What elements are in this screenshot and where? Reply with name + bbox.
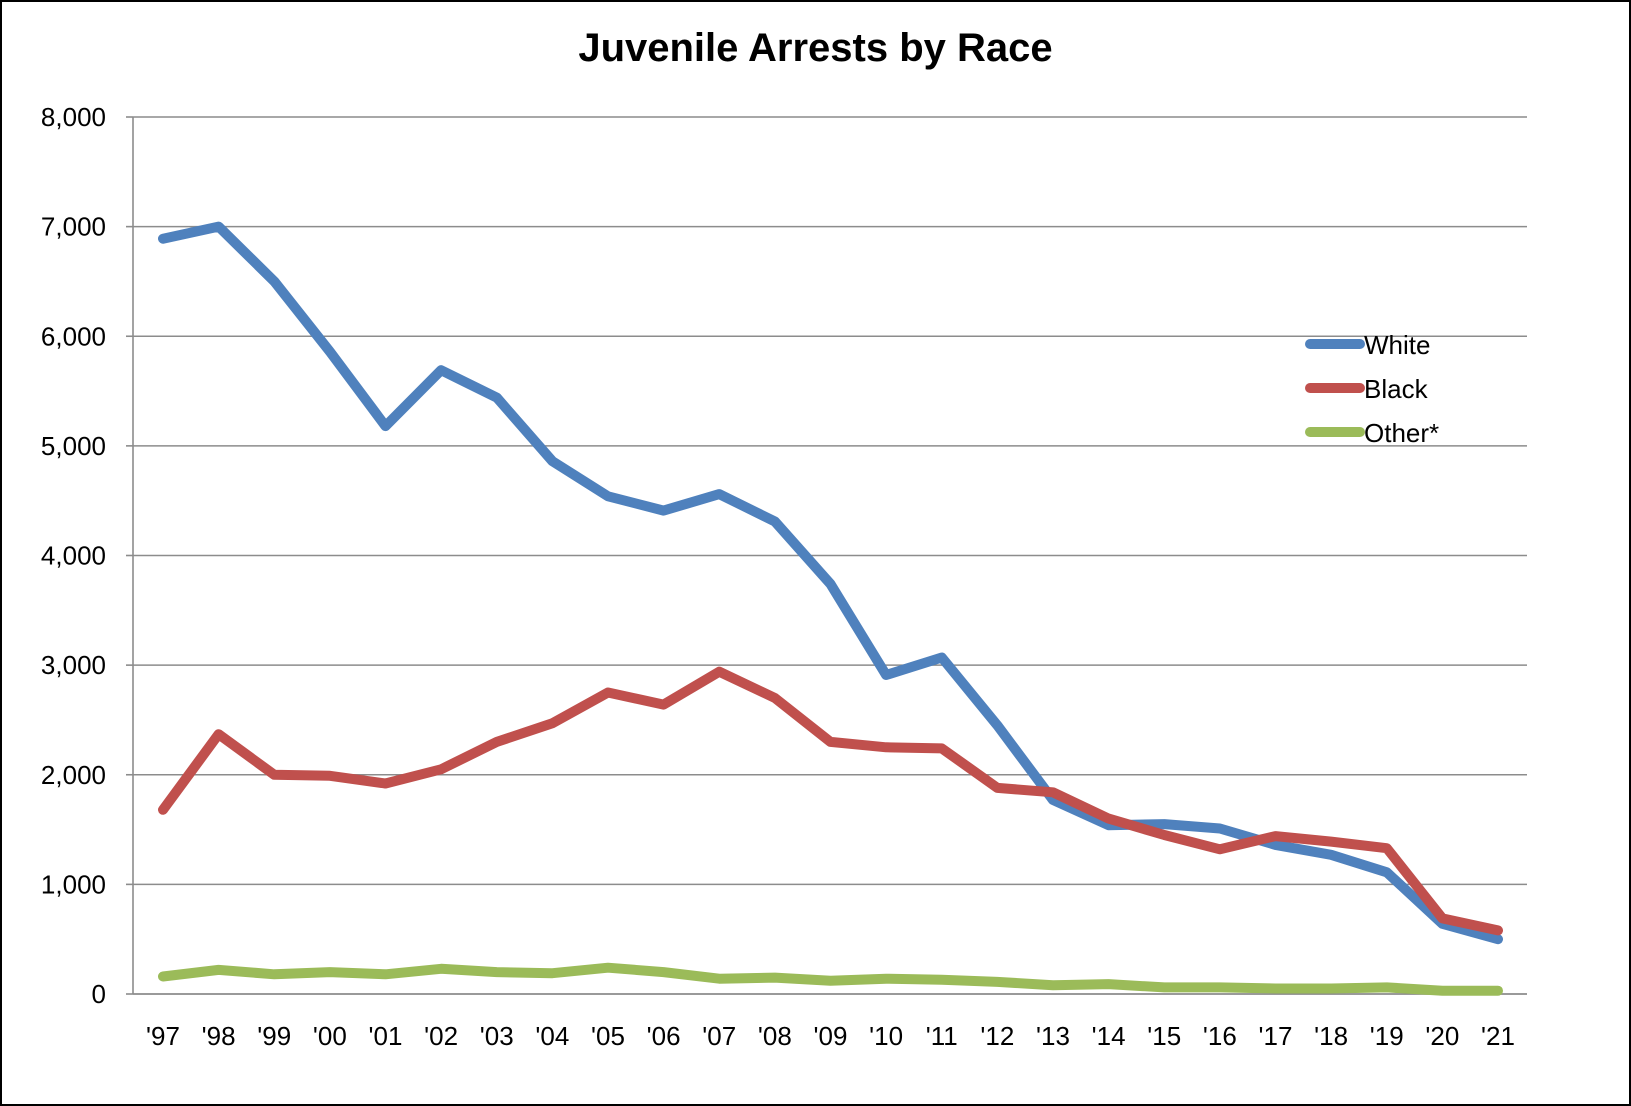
x-tick-label: '05 (591, 1021, 625, 1051)
x-tick-label: '16 (1203, 1021, 1237, 1051)
x-tick-label: '20 (1425, 1021, 1459, 1051)
gridlines (126, 116, 1527, 995)
x-tick-label: '21 (1481, 1021, 1515, 1051)
x-tick-label: '06 (647, 1021, 681, 1051)
legend-label-other: Other* (1364, 418, 1439, 448)
y-tick-label: 5,000 (41, 431, 106, 461)
x-tick-label: '07 (702, 1021, 736, 1051)
x-tick-label: '19 (1370, 1021, 1404, 1051)
y-tick-label: 0 (92, 979, 106, 1009)
series-line-white (158, 221, 1503, 945)
series-line-black (158, 666, 1503, 936)
x-tick-label: '02 (424, 1021, 458, 1051)
x-tick-label: '98 (202, 1021, 236, 1051)
y-tick-label: 4,000 (41, 541, 106, 571)
x-tick-label: '15 (1147, 1021, 1181, 1051)
y-tick-labels: 0 1,000 2,000 3,000 4,000 5,000 6,000 7,000 8,00… (41, 102, 106, 1009)
chart-title: Juvenile Arrests by Race (578, 26, 1053, 70)
y-tick-label: 2,000 (41, 760, 106, 790)
x-tick-label: '97 (146, 1021, 180, 1051)
x-tick-label: '01 (369, 1021, 403, 1051)
legend-label-white: White (1364, 330, 1430, 360)
series-line-other (158, 962, 1503, 996)
y-tick-label: 7,000 (41, 212, 106, 242)
legend: White Black Other* (1305, 330, 1439, 448)
y-tick-label: 6,000 (41, 321, 106, 351)
series-lines (158, 221, 1503, 996)
x-tick-label: '13 (1036, 1021, 1070, 1051)
x-tick-label: '17 (1259, 1021, 1293, 1051)
x-tick-label: '09 (814, 1021, 848, 1051)
x-tick-label: '04 (535, 1021, 569, 1051)
y-tick-label: 8,000 (41, 102, 106, 132)
y-tick-label: 3,000 (41, 650, 106, 680)
y-tick-label: 1,000 (41, 869, 106, 899)
x-tick-label: '18 (1314, 1021, 1348, 1051)
x-tick-label: '08 (758, 1021, 792, 1051)
x-tick-label: '03 (480, 1021, 514, 1051)
axes (132, 117, 1527, 995)
legend-label-black: Black (1364, 374, 1429, 404)
x-tick-label: '10 (869, 1021, 903, 1051)
x-tick-labels: '97 '98 '99 '00 '01 '02 '03 '04 '05 '06 '07 '08 '09 '… (146, 1021, 1515, 1051)
x-tick-label: '11 (926, 1021, 958, 1051)
x-tick-label: '99 (257, 1021, 291, 1051)
x-tick-label: '14 (1092, 1021, 1126, 1051)
x-tick-label: '12 (980, 1021, 1014, 1051)
x-tick-label: '00 (313, 1021, 347, 1051)
